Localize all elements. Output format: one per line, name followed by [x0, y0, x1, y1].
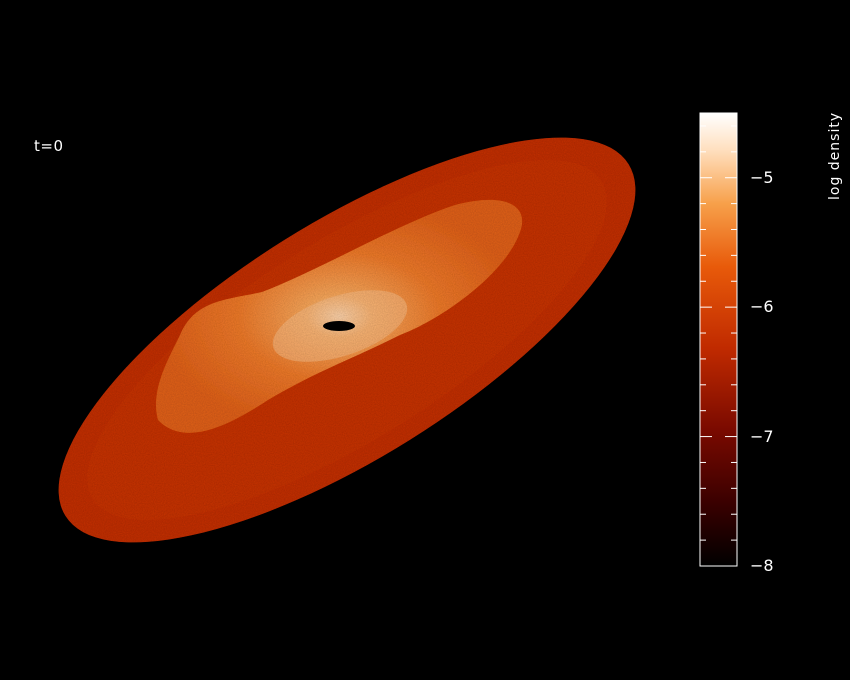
colorbar	[699, 112, 738, 567]
colorbar-tick-label: −6	[750, 297, 774, 317]
colorbar-tick-label: −8	[750, 556, 774, 575]
central-hole	[323, 321, 355, 331]
colorbar-frame	[699, 112, 738, 567]
colorbar-gradient	[700, 113, 737, 566]
time-label: t=0	[34, 137, 64, 155]
colorbar-label: log density	[827, 111, 843, 200]
colorbar-tick-label: −7	[750, 426, 774, 446]
colorbar-tick-label: −5	[750, 167, 774, 187]
colorbar-ticks	[700, 125, 737, 567]
